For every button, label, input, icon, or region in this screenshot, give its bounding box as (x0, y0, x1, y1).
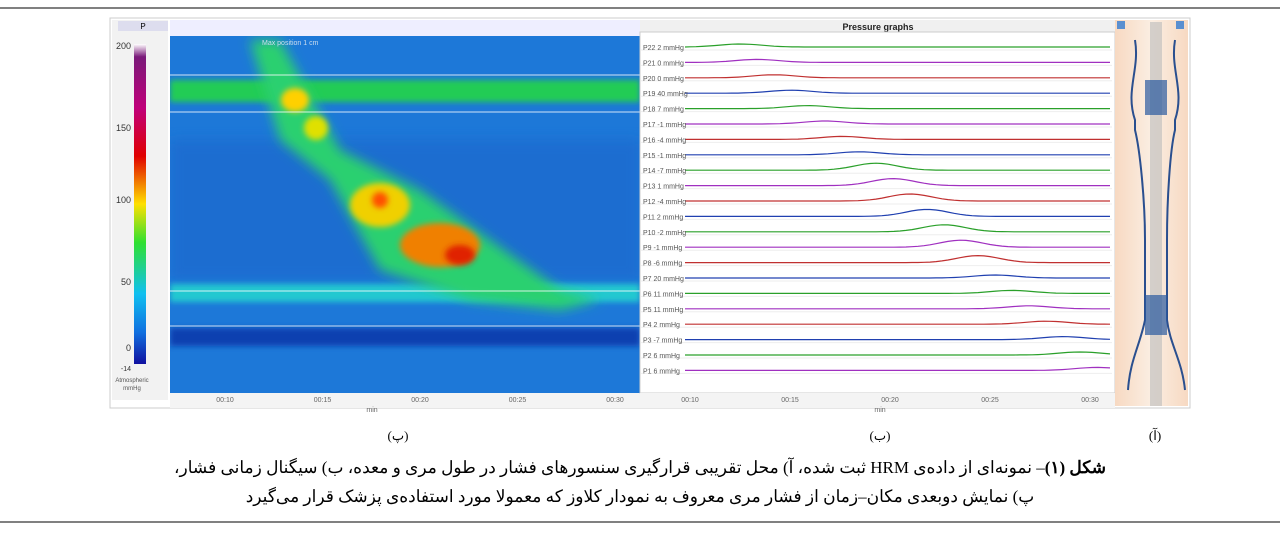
time-tick: 00:20 (881, 397, 899, 404)
heatmap-band (170, 328, 640, 346)
colorbar-tick: 50 (121, 277, 131, 287)
inset-label: Max position 1 cm (262, 40, 319, 47)
time-tick: 00:10 (216, 397, 234, 404)
colorbar (134, 44, 146, 364)
heatmap-axis (170, 393, 640, 408)
colorbar-unit: Atmospheric (115, 378, 148, 384)
scroll-button (1117, 21, 1125, 29)
colorbar-tick: 150 (116, 123, 131, 133)
panel-label: (پ) (388, 428, 409, 444)
time-tick: 00:25 (509, 397, 527, 404)
heatmap-peak (304, 116, 328, 140)
caption-line: شکل (۱)– نمونه‌ای از داده‌ی HRM ثبت شده،… (20, 458, 1260, 478)
sphincter (1145, 295, 1167, 335)
catheter (1150, 22, 1162, 406)
heatmap-peak (281, 88, 309, 112)
channel-label: P8 -6 mmHg (643, 261, 682, 268)
channel-label: P4 2 mmHg (643, 322, 680, 329)
caption-line: پ) نمایش دوبعدی مکان–زمان از فشار مری مع… (20, 487, 1260, 507)
time-tick: 00:15 (781, 397, 799, 404)
channel-label: P14 -7 mmHg (643, 168, 686, 175)
heatmap-peak (445, 245, 475, 265)
colorbar-tick: 200 (116, 41, 131, 51)
colorbar-header: P (140, 22, 145, 31)
channel-label: P15 -1 mmHg (643, 153, 686, 160)
channel-label: P1 6 mmHg (643, 368, 680, 375)
heatmap (170, 36, 640, 393)
channel-label: P9 -1 mmHg (643, 245, 682, 252)
time-label: min (366, 407, 377, 414)
panel-label: (آ) (1149, 427, 1161, 443)
scroll-button (1176, 21, 1184, 29)
channel-label: P12 -4 mmHg (643, 199, 686, 206)
colorbar-tick: 0 (126, 343, 131, 353)
channel-label: P17 -1 mmHg (643, 122, 686, 129)
colorbar-unit: mmHg (123, 386, 141, 392)
heatmap-band (170, 80, 640, 102)
channel-label: P3 -7 mmHg (643, 338, 682, 345)
pressure-area (640, 32, 1115, 393)
heatmap-peak (372, 192, 388, 208)
channel-label: P22 2 mmHg (643, 45, 684, 52)
channel-label: P21 0 mmHg (643, 60, 684, 67)
channel-label: P20 0 mmHg (643, 76, 684, 83)
channel-label: P10 -2 mmHg (643, 230, 686, 237)
time-tick: 00:15 (314, 397, 332, 404)
caption-text: پ) نمایش دوبعدی مکان–زمان از فشار مری مع… (246, 487, 1035, 506)
channel-label: P18 7 mmHg (643, 107, 684, 114)
channel-label: P7 20 mmHg (643, 276, 684, 283)
heatmap-header (170, 20, 640, 36)
channel-label: P16 -4 mmHg (643, 137, 686, 144)
colorbar-tick: -14 (121, 366, 131, 373)
time-tick: 00:25 (981, 397, 999, 404)
sphincter (1145, 80, 1167, 115)
time-tick: 00:30 (606, 397, 624, 404)
pressure-axis (640, 393, 1115, 408)
channel-label: P6 11 mmHg (643, 291, 683, 298)
time-tick: 00:10 (681, 397, 699, 404)
time-tick: 00:20 (411, 397, 429, 404)
channel-label: P2 6 mmHg (643, 353, 680, 360)
time-tick: 00:30 (1081, 397, 1099, 404)
time-label: min (874, 407, 885, 414)
pressure-title: Pressure graphs (842, 22, 913, 32)
channel-label: P13 1 mmHg (643, 184, 684, 191)
page: Max position 1 cm Pressure graphs P22 2 … (0, 0, 1280, 544)
panel-label: (ب) (870, 428, 891, 443)
channel-label: P5 11 mmHg (643, 307, 683, 314)
channel-label: P11 2 mmHg (643, 214, 683, 221)
caption-text: – نمونه‌ای از داده‌ی HRM ثبت شده، آ) محل… (174, 458, 1045, 477)
channel-label: P19 40 mmHg (643, 91, 688, 98)
caption-label: شکل (۱) (1045, 458, 1106, 477)
colorbar-tick: 100 (116, 195, 131, 205)
